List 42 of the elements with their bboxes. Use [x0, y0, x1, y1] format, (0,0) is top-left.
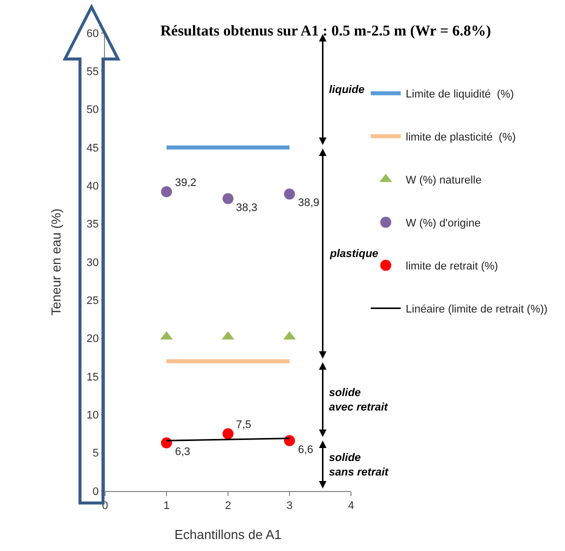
data-label: 39,2 [175, 177, 196, 189]
y-tick-label: 35 [86, 218, 99, 231]
chart-title: Résultats obtenus sur A1 : 0.5 m-2.5 m (Wr = 6.8%) [160, 24, 491, 40]
y-tick-label: 60 [86, 28, 99, 40]
y-tick-label: 50 [86, 104, 99, 116]
x-tick-label: 4 [348, 500, 354, 512]
annotation: liquide [329, 84, 364, 96]
legend-label: Limite de liquidité (%) [406, 88, 514, 101]
data-label: 6,3 [175, 446, 190, 458]
x-tick-label: 2 [224, 500, 232, 512]
point [284, 435, 295, 446]
y-tick-label: 25 [86, 295, 99, 308]
y-tick-label: 45 [86, 142, 99, 154]
legend-label: W (%) d'origine [406, 218, 481, 230]
y-tick-label: 20 [86, 333, 99, 346]
data-label: 7,5 [236, 419, 252, 431]
annotation: plastique [329, 248, 378, 260]
y-tick-label: 15 [86, 371, 99, 384]
y-tick-label: 5 [92, 448, 99, 460]
y-tick-label: 10 [86, 410, 99, 422]
x-tick-label: 1 [163, 500, 170, 512]
y-tick-label: 30 [86, 256, 99, 269]
y-tick-label: 55 [86, 66, 99, 78]
annotation: solide avec retrait [329, 387, 390, 414]
legend-label: limite de plasticité (%) [406, 132, 516, 144]
y-axis-title: Teneur en eau (%) [48, 208, 64, 316]
x-axis-title: Echantillons de A1 [174, 526, 282, 542]
data-label: 38,3 [236, 202, 258, 214]
legend-label: Linéaire (limite de retrait (%)) [406, 304, 548, 316]
legend-label: limite de retrait (%) [406, 260, 498, 273]
point [284, 188, 295, 200]
annotation: solide sans retrait [329, 452, 390, 478]
point [161, 437, 172, 448]
point [161, 186, 172, 198]
x-tick-label: 3 [286, 500, 293, 512]
point [222, 193, 234, 204]
y-tick-label: 0 [92, 486, 99, 498]
y-tick-label: 40 [86, 180, 99, 193]
point [222, 428, 234, 440]
legend-label: W (%) naturelle [406, 174, 482, 187]
data-label: 6,6 [298, 444, 314, 456]
data-label: 38,9 [298, 197, 320, 209]
